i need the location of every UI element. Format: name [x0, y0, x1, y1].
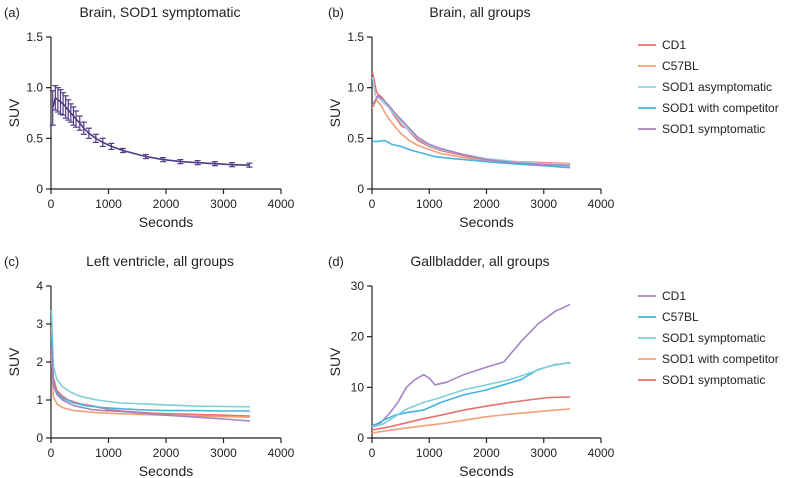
series-line-0 — [50, 326, 251, 417]
y-tick-label: 0 — [36, 182, 43, 196]
panel-title: Brain, all groups — [429, 4, 530, 20]
panel-title: Gallbladder, all groups — [410, 253, 549, 269]
x-tick-label: 2000 — [153, 197, 180, 211]
series-line-2 — [371, 76, 571, 166]
x-tick-label: 1000 — [416, 446, 443, 460]
series-line-4 — [50, 345, 251, 422]
x-tick-label: 4000 — [268, 446, 295, 460]
series-line-3 — [371, 408, 571, 434]
x-tick-label: 1000 — [95, 197, 122, 211]
x-tick-label: 1000 — [95, 446, 122, 460]
y-axis-label: SUV — [327, 98, 343, 127]
y-tick-label: 0.5 — [26, 131, 43, 145]
legend-label: SOD1 symptomatic — [662, 373, 765, 387]
series-line-1 — [371, 99, 571, 165]
y-tick-label: 0 — [36, 431, 43, 445]
x-tick-label: 4000 — [268, 197, 295, 211]
panel-title: Left ventricle, all groups — [86, 253, 234, 269]
x-tick-label: 3000 — [210, 197, 237, 211]
legend-label: SOD1 symptomatic — [662, 331, 765, 345]
x-tick-label: 3000 — [530, 446, 557, 460]
series-line-2 — [50, 309, 251, 408]
x-tick-label: 2000 — [153, 446, 180, 460]
x-axis-label: Seconds — [459, 463, 513, 478]
x-axis-label: Seconds — [139, 214, 193, 230]
y-tick-label: 0 — [357, 431, 364, 445]
y-tick-label: 1.0 — [26, 81, 43, 95]
legend-label: CD1 — [662, 38, 686, 52]
x-tick-label: 3000 — [530, 197, 557, 211]
y-tick-label: 30 — [351, 279, 365, 293]
panel-label: (a) — [4, 5, 20, 20]
x-tick-label: 0 — [369, 446, 376, 460]
x-axis-label: Seconds — [459, 214, 513, 230]
panel-title: Brain, SOD1 symptomatic — [79, 4, 240, 20]
panel-label: (d) — [328, 254, 344, 269]
panel-label: (b) — [328, 5, 344, 20]
y-tick-label: 4 — [36, 279, 43, 293]
series-line-4 — [371, 396, 571, 431]
y-tick-label: 0 — [357, 182, 364, 196]
x-tick-label: 0 — [369, 197, 376, 211]
y-tick-label: 1.0 — [347, 81, 364, 95]
legend-label: SOD1 with competitor — [662, 101, 779, 115]
panel-0: (a) Brain, SOD1 symptomatic 0 0.5 1.0 1.5 0 100… — [4, 4, 295, 230]
x-tick-label: 0 — [48, 197, 55, 211]
y-axis-label: SUV — [6, 347, 22, 376]
series-line-3 — [371, 139, 571, 169]
y-tick-label: 1 — [36, 393, 43, 407]
panel-label: (c) — [4, 254, 19, 269]
x-tick-label: 4000 — [588, 197, 615, 211]
x-tick-label: 2000 — [473, 197, 500, 211]
series-line-0 — [371, 303, 571, 427]
y-tick-label: 2 — [36, 355, 43, 369]
x-tick-label: 3000 — [210, 446, 237, 460]
legend-label: CD1 — [662, 289, 686, 303]
y-tick-label: 3 — [36, 317, 43, 331]
y-tick-label: 1.5 — [26, 30, 43, 44]
y-tick-label: 20 — [351, 330, 365, 344]
series-line-0 — [51, 97, 251, 166]
panel-1: (b) Brain, all groups 0 0.5 1.0 1.5 0 1000 2000 3… — [327, 4, 779, 230]
x-tick-label: 2000 — [473, 446, 500, 460]
y-tick-label: 0.5 — [347, 131, 364, 145]
series-line-0 — [371, 71, 571, 165]
y-axis-label: SUV — [6, 98, 22, 127]
series-line-2 — [371, 361, 571, 428]
panel-3: (d) Gallbladder, all groups 0 10 20 30 0 1000 20… — [327, 253, 779, 478]
x-tick-label: 0 — [48, 446, 55, 460]
x-tick-label: 1000 — [416, 197, 443, 211]
y-axis-label: SUV — [327, 347, 343, 376]
panel-2: (c) Left ventricle, all groups 0 1 2 3 4 0 1000 2… — [4, 253, 295, 478]
x-tick-label: 4000 — [588, 446, 615, 460]
legend-label: SOD1 with competitor — [662, 352, 779, 366]
legend-label: SOD1 asymptomatic — [662, 80, 772, 94]
legend-label: C57BL — [662, 59, 699, 73]
y-tick-label: 10 — [351, 380, 365, 394]
legend-label: SOD1 symptomatic — [662, 122, 765, 136]
y-tick-label: 1.5 — [347, 30, 364, 44]
series-line-3 — [50, 334, 251, 412]
series-line-1 — [50, 353, 251, 418]
x-axis-label: Seconds — [139, 463, 193, 478]
series-line-4 — [371, 95, 571, 167]
legend-label: C57BL — [662, 310, 699, 324]
